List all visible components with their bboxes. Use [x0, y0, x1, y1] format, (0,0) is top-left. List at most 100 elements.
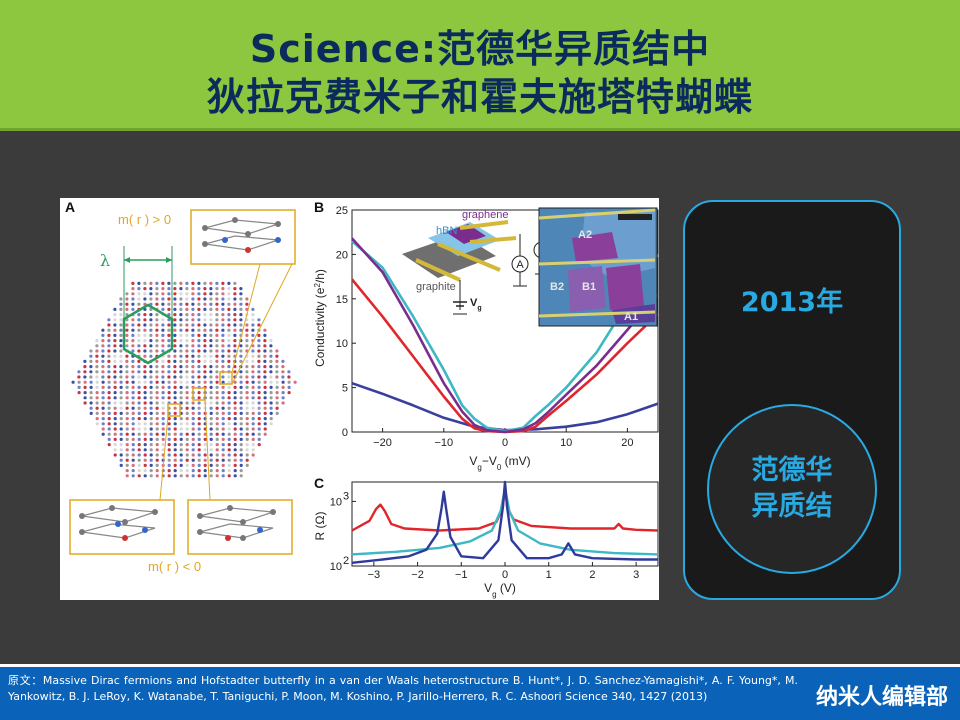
lattice-atom	[215, 437, 219, 441]
lattice-atom	[251, 453, 255, 457]
lattice-atom	[137, 448, 141, 452]
lattice-atom	[107, 443, 111, 447]
lattice-atom	[251, 354, 255, 358]
lattice-atom	[167, 463, 171, 467]
lattice-atom	[149, 422, 153, 426]
lattice-atom	[209, 370, 213, 374]
lattice-atom	[107, 411, 111, 415]
lattice-atom	[149, 417, 153, 421]
lattice-atom	[185, 359, 189, 363]
lattice-atom	[107, 437, 111, 441]
lattice-atom	[233, 427, 237, 431]
zoom-box-bottom-left	[69, 499, 175, 555]
lattice-atom	[113, 437, 117, 441]
lattice-atom	[137, 417, 141, 421]
lattice-atom	[101, 391, 105, 395]
lattice-atom	[113, 359, 117, 363]
lattice-atom	[119, 349, 123, 353]
lattice-atom	[233, 396, 237, 400]
lattice-atom	[197, 417, 201, 421]
lattice-atom	[137, 453, 141, 457]
lattice-atom	[197, 469, 201, 473]
lattice-atom	[197, 427, 201, 431]
lattice-atom	[131, 474, 135, 478]
lattice-atom	[215, 463, 219, 467]
lattice-atom	[173, 411, 177, 415]
lattice-atom	[143, 453, 147, 457]
lattice-atom	[269, 359, 273, 363]
lattice-atom	[149, 333, 153, 337]
lattice-atom	[125, 297, 129, 301]
lattice-atom	[83, 385, 87, 389]
lattice-atom	[179, 474, 183, 478]
lattice-atom	[197, 448, 201, 452]
lattice-atom	[161, 437, 165, 441]
lattice-atom	[137, 349, 141, 353]
lattice-atom	[167, 302, 171, 306]
lattice-atom	[197, 297, 201, 301]
lattice-atom	[269, 417, 273, 421]
lattice-atom	[143, 354, 147, 358]
slide-title-line-1: Science:范德华异质结中	[249, 27, 711, 71]
lattice-atom	[155, 453, 159, 457]
lattice-atom	[179, 422, 183, 426]
lattice-atom	[197, 370, 201, 374]
lattice-atom	[209, 313, 213, 317]
lattice-atom	[101, 344, 105, 348]
lattice-atom	[185, 354, 189, 358]
lattice-atom	[233, 391, 237, 395]
lattice-atom	[167, 365, 171, 369]
chart-c-xtick-label: 1	[546, 569, 552, 581]
lattice-atom	[149, 349, 153, 353]
lattice-atom	[233, 448, 237, 452]
lattice-atom	[269, 344, 273, 348]
lattice-atom	[287, 391, 291, 395]
lattice-atom	[203, 292, 207, 296]
mass-negative-label: m( r ) < 0	[148, 559, 201, 574]
lattice-atom	[209, 307, 213, 311]
lattice-atom	[191, 417, 195, 421]
lattice-atom	[107, 380, 111, 384]
lattice-atom	[209, 401, 213, 405]
highlight-square-2	[192, 387, 206, 401]
lattice-atom	[113, 427, 117, 431]
lattice-atom	[203, 453, 207, 457]
lattice-atom	[161, 287, 165, 291]
lattice-atom	[257, 401, 261, 405]
lattice-atom	[179, 443, 183, 447]
lattice-atom	[89, 406, 93, 410]
lattice-atom	[191, 297, 195, 301]
lattice-atom	[137, 463, 141, 467]
lattice-atom	[275, 370, 279, 374]
lattice-atom	[221, 406, 225, 410]
lattice-atom	[281, 380, 285, 384]
lattice-atom	[233, 313, 237, 317]
lattice-atom	[251, 313, 255, 317]
lattice-atom	[149, 406, 153, 410]
lattice-atom	[191, 292, 195, 296]
lattice-atom	[257, 359, 261, 363]
lattice-atom	[137, 359, 141, 363]
lattice-atom	[89, 354, 93, 358]
chart-c-xtick-label: −3	[368, 569, 381, 581]
lattice-atom	[161, 333, 165, 337]
lattice-atom	[155, 432, 159, 436]
lattice-atom	[107, 391, 111, 395]
conductivity-chart: −20 −10 0 10 20 0 5 10 15 20 25 Vg−V0 (mV) Conduct…	[313, 205, 659, 472]
lattice-atom	[239, 287, 243, 291]
lattice-atom	[119, 453, 123, 457]
lattice-atom	[215, 375, 219, 379]
lattice-atom	[209, 469, 213, 473]
slide-title-line-2: 狄拉克费米子和霍夫施塔特蝴蝶	[206, 75, 753, 119]
lattice-atom	[173, 365, 177, 369]
lattice-atom	[269, 380, 273, 384]
lattice-atom	[179, 448, 183, 452]
lattice-atom	[215, 453, 219, 457]
lattice-atom	[257, 375, 261, 379]
lattice-atom	[221, 448, 225, 452]
lattice-atom	[215, 406, 219, 410]
lattice-atom	[233, 287, 237, 291]
lattice-atom	[149, 469, 153, 473]
lattice-atom	[239, 443, 243, 447]
lattice-atom	[263, 370, 267, 374]
